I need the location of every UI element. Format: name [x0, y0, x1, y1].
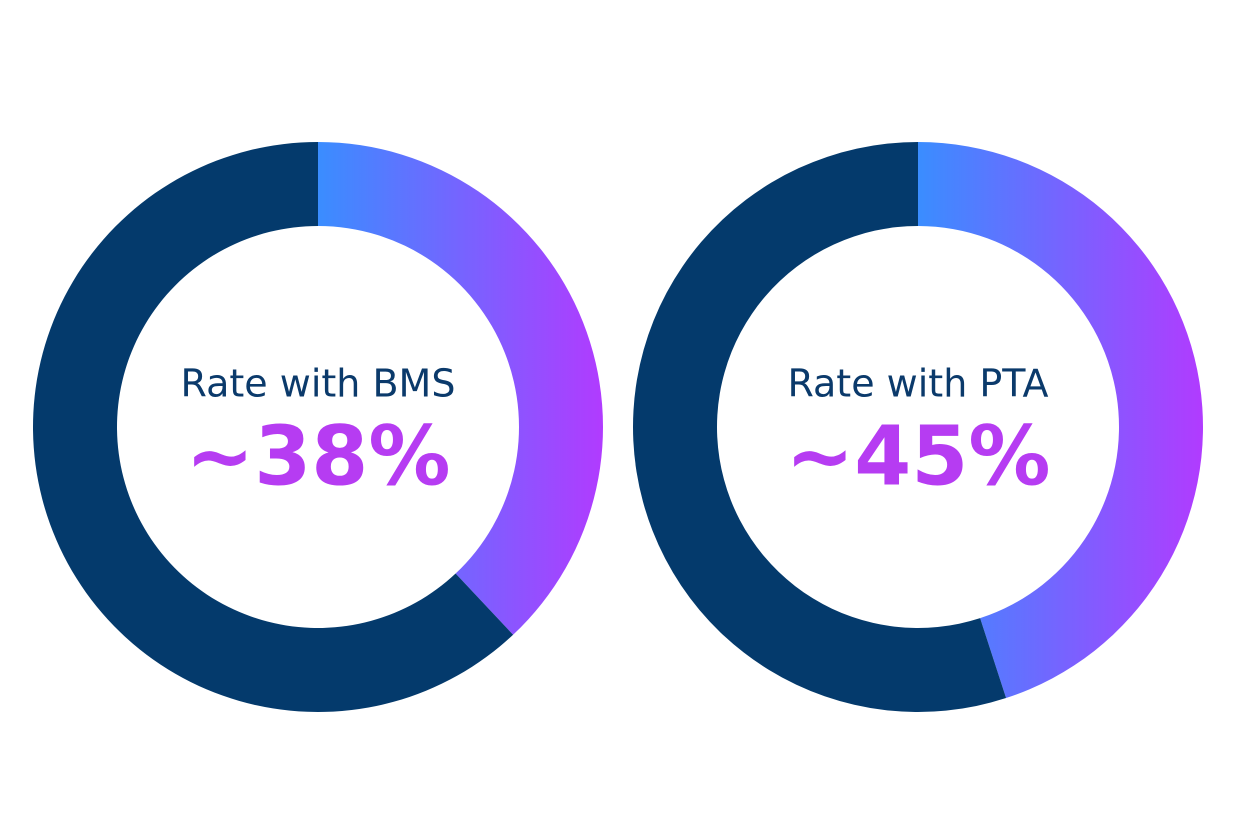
donut-segment	[33, 142, 514, 712]
donut-segment	[633, 142, 1007, 712]
center-title: Rate with PTA	[787, 362, 1048, 406]
donut-segment	[918, 142, 1203, 699]
value-label: ~38%	[186, 409, 451, 504]
value-label: ~45%	[786, 409, 1051, 504]
donut-segment	[318, 142, 604, 635]
center-title: Rate with BMS	[181, 362, 456, 406]
